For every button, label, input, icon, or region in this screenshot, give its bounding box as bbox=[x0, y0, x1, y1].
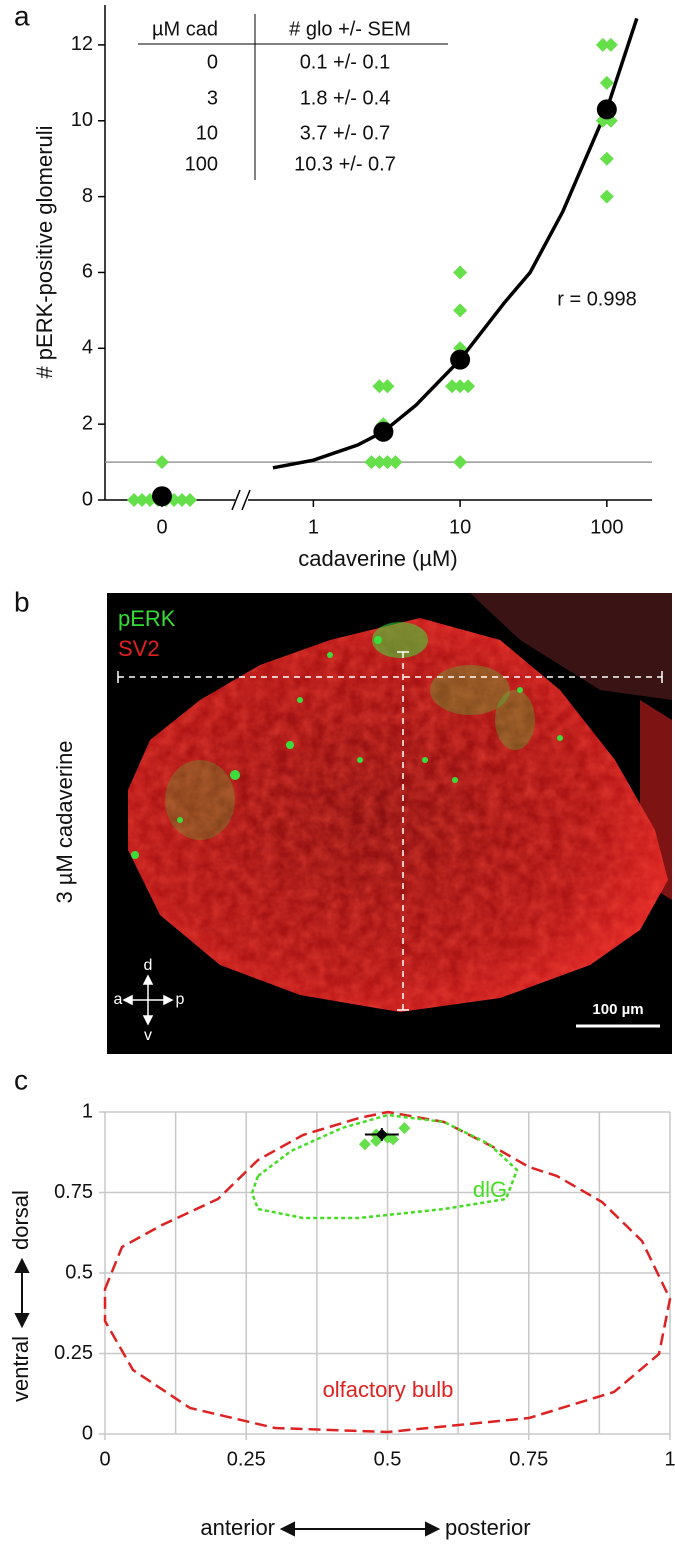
data-point bbox=[364, 455, 379, 470]
data-point bbox=[595, 37, 610, 52]
x-tick-label: 0 bbox=[99, 1448, 110, 1470]
table-cell: 0.1 +/- 0.1 bbox=[300, 51, 391, 73]
panel-label: b bbox=[14, 586, 30, 617]
data-point bbox=[603, 37, 618, 52]
table-cell: 10 bbox=[196, 122, 218, 144]
panel-label: c bbox=[14, 1064, 28, 1095]
fit-curve bbox=[272, 17, 639, 470]
mean-point bbox=[373, 421, 394, 442]
data-point bbox=[380, 455, 395, 470]
data-point bbox=[445, 379, 460, 394]
x-axis-label: posterior bbox=[445, 1515, 531, 1540]
orientation-label: a bbox=[114, 991, 123, 1008]
end-caps bbox=[117, 651, 663, 1011]
x-tick-label: 1 bbox=[308, 516, 319, 538]
x-tick-label: 100 bbox=[590, 516, 623, 538]
dlg-outline bbox=[250, 1113, 519, 1220]
table-header: µM cad bbox=[152, 18, 218, 40]
x-tick-label: 0.25 bbox=[227, 1448, 266, 1470]
orientation-label: v bbox=[144, 1027, 152, 1044]
data-point bbox=[175, 493, 189, 507]
y-tick-label: 2 bbox=[82, 412, 93, 434]
y-axis-label: ventral bbox=[8, 1336, 33, 1402]
data-point bbox=[461, 379, 476, 394]
data-point bbox=[358, 1138, 371, 1151]
scale-bar-label: 100 µm bbox=[592, 1001, 643, 1018]
y-tick-label: 4 bbox=[82, 337, 93, 359]
channel-label: SV2 bbox=[118, 636, 160, 661]
data-point bbox=[135, 493, 149, 507]
tissue-texture bbox=[128, 618, 668, 1012]
table-cell: 1.8 +/- 0.4 bbox=[300, 87, 391, 109]
region-label: olfactory bulb bbox=[323, 1377, 454, 1402]
y-axis-label: # pERK-positive glomeruli bbox=[32, 125, 57, 378]
table-cell: 3 bbox=[207, 87, 218, 109]
axis-break bbox=[241, 489, 251, 511]
data-point bbox=[599, 189, 614, 204]
x-tick-label: 1 bbox=[664, 1448, 675, 1470]
y-tick-label: 0.75 bbox=[54, 1181, 93, 1203]
y-tick-label: 8 bbox=[82, 185, 93, 207]
data-point bbox=[599, 75, 614, 90]
table-cell: 0 bbox=[207, 51, 218, 73]
table-cell: 3.7 +/- 0.7 bbox=[300, 122, 391, 144]
data-point bbox=[372, 455, 387, 470]
y-axis-label: 3 µM cadaverine bbox=[52, 740, 77, 903]
y-axis-label: dorsal bbox=[8, 1190, 33, 1250]
y-tick-label: 0.5 bbox=[65, 1261, 93, 1283]
x-tick-label: 0.5 bbox=[374, 1448, 402, 1470]
specks bbox=[131, 622, 563, 859]
tissue bbox=[470, 593, 672, 700]
y-tick-label: 12 bbox=[71, 33, 93, 55]
y-tick-label: 1 bbox=[82, 1100, 93, 1122]
data-point bbox=[453, 455, 468, 470]
x-tick-label: 0 bbox=[156, 516, 167, 538]
data-point bbox=[599, 151, 614, 166]
data-point bbox=[370, 1134, 383, 1147]
data-point bbox=[183, 493, 197, 507]
mean-point bbox=[450, 349, 471, 370]
mean-point bbox=[375, 1128, 388, 1141]
y-tick-label: 6 bbox=[82, 261, 93, 283]
orientation-arrows bbox=[122, 974, 174, 1026]
y-tick-label: 0 bbox=[82, 1422, 93, 1444]
data-point bbox=[398, 1122, 411, 1135]
orientation-label: p bbox=[176, 991, 185, 1008]
y-tick-label: 0.25 bbox=[54, 1342, 93, 1364]
olfactory-bulb-outline bbox=[103, 1110, 672, 1434]
region-label: dlG bbox=[473, 1177, 507, 1202]
data-point bbox=[372, 379, 387, 394]
axis-arrows bbox=[14, 1257, 441, 1537]
y-tick-label: 0 bbox=[82, 488, 93, 510]
data-point bbox=[388, 455, 403, 470]
annotation: r = 0.998 bbox=[557, 288, 637, 310]
x-axis-label: anterior bbox=[200, 1515, 275, 1540]
data-point bbox=[387, 1133, 400, 1146]
data-point bbox=[155, 455, 169, 470]
panel-label: a bbox=[14, 0, 30, 31]
x-tick-label: 0.75 bbox=[509, 1448, 548, 1470]
table-cell: 10.3 +/- 0.7 bbox=[294, 153, 396, 175]
data-point bbox=[127, 493, 141, 507]
table-header: # glo +/- SEM bbox=[289, 18, 411, 40]
data-point bbox=[380, 379, 395, 394]
data-point bbox=[453, 379, 468, 394]
x-axis-label: cadaverine (µM) bbox=[298, 546, 457, 571]
data-point bbox=[453, 265, 468, 280]
x-tick-label: 10 bbox=[449, 516, 471, 538]
table-cell: 100 bbox=[185, 153, 218, 175]
orientation-label: d bbox=[144, 957, 153, 974]
axis-break bbox=[231, 489, 241, 511]
data-point bbox=[453, 303, 468, 318]
channel-label: pERK bbox=[118, 606, 176, 631]
mean-point bbox=[596, 99, 617, 120]
y-tick-label: 10 bbox=[71, 109, 93, 131]
mean-point bbox=[152, 486, 172, 507]
